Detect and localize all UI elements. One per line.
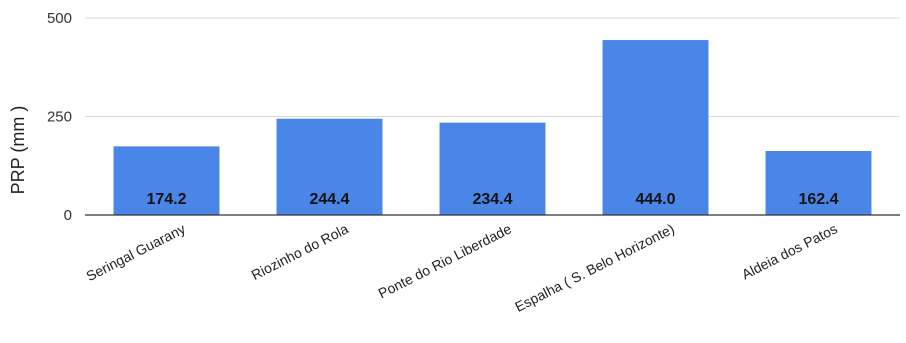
- y-axis-title: PRP (mm ): [8, 106, 28, 195]
- x-tick-label: Espalha ( S. Belo Horizonte): [512, 220, 677, 314]
- data-label: 234.4: [472, 191, 512, 208]
- bar: [765, 151, 872, 215]
- data-label: 162.4: [798, 191, 838, 208]
- bar: [602, 40, 709, 216]
- y-tick-label: 0: [64, 207, 72, 224]
- x-axis-categories: Seringal Guarany Riozinho do Rola Ponte do…: [84, 220, 840, 315]
- y-tick-label: 500: [47, 10, 72, 27]
- x-tick-label: Ponte do Rio Liberdade: [376, 220, 515, 301]
- gridlines: [85, 17, 900, 117]
- bar: [439, 122, 546, 215]
- data-label: 244.4: [309, 191, 349, 208]
- bars: [113, 40, 872, 216]
- data-label: 174.2: [146, 191, 186, 208]
- y-tick-label: 250: [47, 109, 72, 126]
- y-axis-ticks: 0 250 500: [47, 10, 72, 224]
- bar: [113, 146, 220, 215]
- data-label: 444.0: [635, 191, 675, 208]
- x-tick-label: Seringal Guarany: [84, 220, 188, 284]
- data-labels: 174.2 244.4 234.4 444.0 162.4: [146, 191, 838, 208]
- x-tick-label: Aldeia dos Patos: [739, 220, 840, 282]
- bar: [276, 118, 383, 215]
- x-tick-label: Riozinho do Rola: [249, 220, 351, 283]
